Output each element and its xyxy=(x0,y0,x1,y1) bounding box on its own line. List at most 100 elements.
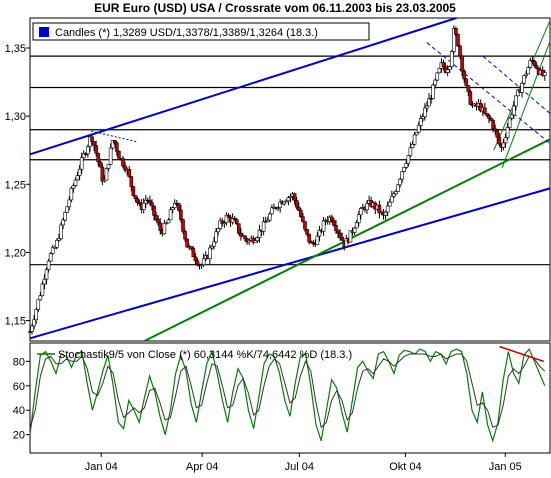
main-ytick-label: 1,15 xyxy=(5,316,26,328)
main-legend: Candles (*) 1,3289 USD/1,3378/1,3389/1,3… xyxy=(32,22,370,41)
candle-body xyxy=(485,113,489,116)
candle-body xyxy=(201,258,206,266)
candle-body xyxy=(30,325,34,332)
stoch-y-ticks: 20 40 60 80 xyxy=(13,356,30,442)
candle-body xyxy=(423,107,427,118)
candle-body xyxy=(253,240,258,243)
candle-body xyxy=(152,205,156,216)
candle-body xyxy=(234,219,239,225)
candle-body xyxy=(32,319,36,327)
candle-body xyxy=(387,201,392,207)
candle-body xyxy=(321,220,326,232)
stoch-ytick-label: 20 xyxy=(13,430,25,442)
candle-body xyxy=(208,247,212,259)
green-channel-b xyxy=(501,40,551,169)
candle-body xyxy=(46,260,51,270)
candle-body xyxy=(286,197,291,202)
candle-body xyxy=(172,202,177,208)
candle-body xyxy=(534,65,539,69)
candle-body xyxy=(123,165,127,171)
candle-body xyxy=(137,202,142,205)
candle-body xyxy=(301,216,305,222)
candle-body xyxy=(348,230,353,243)
candle-body xyxy=(158,222,163,231)
candle-body xyxy=(191,247,196,258)
candle-body xyxy=(336,230,340,234)
candle-body xyxy=(489,118,493,121)
candle-body xyxy=(334,225,338,231)
candle-body xyxy=(514,95,518,107)
candle-body xyxy=(526,67,531,75)
candle-body xyxy=(294,200,299,208)
lower-blue-trendline xyxy=(29,187,551,340)
candle-body xyxy=(449,51,454,67)
candle-body xyxy=(28,331,32,333)
candle-body xyxy=(61,219,65,226)
candle-body xyxy=(96,152,101,163)
stoch-legend-label: Stochastik9/5 von Close (*) 60,3144 %K/7… xyxy=(58,349,352,361)
candle-body xyxy=(162,222,167,235)
candle-body xyxy=(330,216,334,222)
candle-body xyxy=(433,79,438,86)
upper-blue-dotted xyxy=(91,130,139,143)
candle-body xyxy=(224,214,229,224)
candle-body xyxy=(303,221,307,230)
candle-body xyxy=(106,164,111,169)
candle-body xyxy=(292,193,297,201)
candle-body xyxy=(127,168,132,177)
candle-body xyxy=(416,124,421,133)
candle-body xyxy=(168,209,173,221)
candle-body xyxy=(392,193,396,197)
candle-body xyxy=(358,208,363,216)
candle-body xyxy=(507,117,512,128)
candle-body xyxy=(71,185,76,189)
candle-body xyxy=(464,78,469,86)
candle-body xyxy=(108,147,113,165)
candle-body xyxy=(112,140,117,144)
candle-body xyxy=(497,136,502,145)
main-ytick-label: 1,35 xyxy=(5,43,26,55)
candle-body xyxy=(487,114,491,119)
candle-body xyxy=(284,200,289,203)
candle-body xyxy=(311,242,316,244)
candle-body xyxy=(237,223,241,234)
candle-body xyxy=(199,264,204,267)
candle-body xyxy=(255,237,260,242)
main-legend-box xyxy=(32,22,370,41)
candle-body xyxy=(141,202,146,210)
candle-body xyxy=(50,247,55,254)
candle-body xyxy=(503,137,508,144)
candle-body xyxy=(511,105,516,116)
candle-body xyxy=(532,60,537,66)
candle-body xyxy=(156,219,160,224)
candle-body xyxy=(307,233,311,243)
candle-body xyxy=(385,205,390,213)
upper-blue-trendline xyxy=(29,17,457,156)
candle-body xyxy=(181,219,185,232)
candle-body xyxy=(48,253,53,262)
candle-body xyxy=(98,161,103,168)
candle-body xyxy=(170,207,175,210)
stoch-ytick-label: 80 xyxy=(13,356,25,368)
xtick-label: Jan 05 xyxy=(489,461,522,473)
candle-body xyxy=(356,214,361,224)
candle-body xyxy=(148,200,152,203)
candle-body xyxy=(102,179,107,182)
candle-body xyxy=(276,207,280,209)
candle-body xyxy=(131,186,136,196)
candle-body xyxy=(210,245,214,249)
candle-body xyxy=(115,142,119,152)
candle-body xyxy=(344,238,349,247)
stoch-panel-frame xyxy=(29,342,551,454)
candle-body xyxy=(183,231,187,240)
candle-body xyxy=(65,206,70,213)
candle-body xyxy=(317,229,322,237)
candle-body xyxy=(421,116,425,119)
candle-body xyxy=(458,45,462,57)
candle-body xyxy=(40,283,45,296)
candle-body xyxy=(447,66,452,70)
candle-body xyxy=(305,228,309,235)
candle-body xyxy=(354,222,359,229)
candle-body xyxy=(396,184,400,192)
candle-body xyxy=(121,158,125,167)
